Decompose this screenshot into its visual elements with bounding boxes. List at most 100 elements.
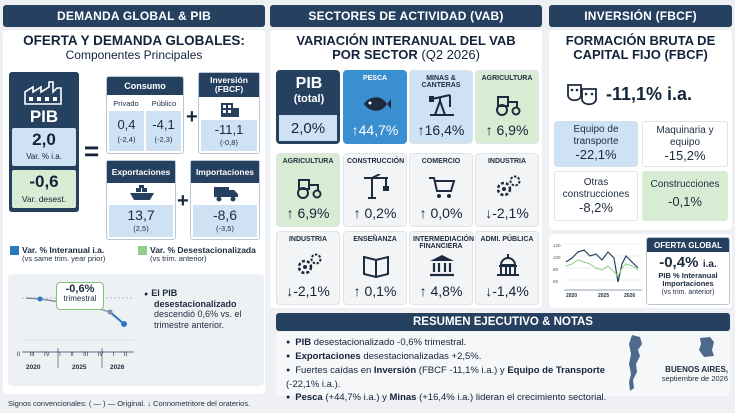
pib-ia-value: 2,0 xyxy=(32,130,56,149)
pib-ia-label: Var. % i.a. xyxy=(26,152,62,161)
gears-icon xyxy=(496,175,521,197)
resumen-bullet-3: Fuertes caídas en Inversión (FBCF -11,1%… xyxy=(286,364,626,391)
plus-sign-2: + xyxy=(177,190,189,212)
vab-title-line2-rest: (Q2 2026) xyxy=(417,47,480,63)
oferta-global-line1: PIB % Interanual xyxy=(658,271,718,280)
theater-masks-icon xyxy=(567,84,597,106)
resumen-date: septiembre de 2026 xyxy=(661,373,728,383)
truck-icon xyxy=(214,187,238,202)
gears-icon xyxy=(297,253,322,275)
factory-icon xyxy=(24,81,62,105)
fbcf-otras-construcciones: Otras construcciones -8,2% xyxy=(554,171,638,221)
tile-label: MINAS & CANTERAS xyxy=(421,75,461,90)
pib-note: ● El PIB desestacionalizado descendió 0,6… xyxy=(144,288,262,330)
tile-label: AGRICULTURA xyxy=(282,158,334,165)
consumo-publico-box: -4,1 (-2,3) xyxy=(146,111,181,151)
year-label: 2025 xyxy=(72,364,87,371)
fbcf-cell-value: -22,1% xyxy=(575,147,617,162)
bullet-text: desestacionalizadas +2,5%. xyxy=(360,351,482,362)
tile-pib-total: PIB (total) 2,0% xyxy=(276,70,340,144)
consumo-publico-label: Público xyxy=(151,99,177,108)
crane-icon xyxy=(364,174,389,199)
tile-value: ↑ 6,9% xyxy=(485,122,529,138)
consumo-privado-box: 0,4 (-2,4) xyxy=(109,111,144,151)
resumen-place: BUENOS AIRES, xyxy=(665,365,728,374)
importaciones-block: Importaciones -8,6 (-3,5) xyxy=(190,160,260,240)
tile-label: COMERCIO xyxy=(421,158,461,165)
oferta-global-title: OFERTA GLOBAL xyxy=(647,238,729,252)
header-inversion: INVERSIÓN (FBCF) xyxy=(549,5,732,27)
inversion-label: Inversión (FBCF) xyxy=(199,73,259,97)
tile-label: PESCA xyxy=(362,75,388,82)
tile-label: INTERMEDIACIÓN FINANCIERA xyxy=(413,236,475,251)
tile-intermediacion-financiera: INTERMEDIACIÓN FINANCIERA ↑ 4,8% xyxy=(409,231,475,305)
importaciones-label: Importaciones xyxy=(191,161,259,183)
bank-icon xyxy=(430,255,454,277)
tile-value: ↓-1,4% xyxy=(485,283,529,299)
pib-label: PIB xyxy=(29,107,59,126)
quarter-label: II xyxy=(70,352,74,358)
fbcf-cell-label: Maquinaria y equipo xyxy=(656,125,714,148)
legend-green-label: Var. % Desestacionalizada xyxy=(150,245,256,255)
exportaciones-label: Exportaciones xyxy=(107,161,175,183)
inversion-value: -11,1 xyxy=(214,122,244,137)
pib-note-line1: El PIB xyxy=(151,288,178,298)
bullet-bold: Pesca xyxy=(295,392,323,403)
tile-ensenanza: ENSEÑANZA ↑ 0,1% xyxy=(343,231,407,305)
consumo-label: Consumo xyxy=(107,77,183,95)
inversion-box: -11,1 (-0,8) xyxy=(201,120,257,151)
consumo-privado-desest: (-2,4) xyxy=(117,135,136,144)
resumen-bullets: PIB desestacionalizado -0,6% trimestral.… xyxy=(286,336,626,405)
bullet-bold: Minas xyxy=(389,392,417,403)
oferta-chart-years: 2020 2025 2026 xyxy=(562,293,642,301)
tile-construccion: CONSTRUCCIÓN ↑ 0,2% xyxy=(343,153,407,227)
year-label: 2026 xyxy=(110,364,125,371)
resumen-bullet-2: Exportaciones desestacionalizadas +2,5%. xyxy=(286,350,626,364)
tile-label: AGRICULTURA xyxy=(481,75,533,82)
resumen-title: RESUMEN EJECUTIVO & NOTAS xyxy=(276,313,730,331)
resumen-place-date: BUENOS AIRES, septiembre de 2026 xyxy=(650,365,728,383)
fbcf-cell-label: Construcciones xyxy=(650,179,720,190)
quarter-label: IV xyxy=(44,352,50,358)
year-label: 2020 xyxy=(566,293,578,299)
pib-total-value: 2,0% xyxy=(279,115,337,141)
tile-agricultura-1: AGRICULTURA ↑ 6,9% xyxy=(475,70,539,144)
tile-value: ↑ 0,2% xyxy=(353,205,397,221)
mini-chart-years: 2020 2025 2026 xyxy=(14,364,134,374)
callout-sub: trimestral xyxy=(63,294,97,304)
fbcf-cell-value: -0,1% xyxy=(668,193,702,209)
ship-icon xyxy=(130,185,154,200)
tile-value: ↑ 4,8% xyxy=(419,283,463,299)
bullet-text: (-22,1% i.a.). xyxy=(286,379,341,390)
oferta-line-chart xyxy=(564,243,642,291)
tile-label: CONSTRUCCIÓN xyxy=(347,158,405,165)
consumo-publico-value: -4,1 xyxy=(152,117,175,132)
pib-desest-value: -0,6 xyxy=(29,172,59,191)
header-sectores-actividad: SECTORES DE ACTIVIDAD (VAB) xyxy=(270,5,542,27)
vab-title-line2-bold: POR SECTOR xyxy=(332,47,418,63)
legend-interanual: Var. % Interanual i.a. (vs same trim. ye… xyxy=(10,245,138,264)
tractor-icon xyxy=(496,96,521,116)
fbcf-equipo-transporte: Equipo de transporte -22,1% xyxy=(554,121,638,167)
quarter-label: II xyxy=(16,352,21,358)
pib-note-line3: descendió 0,6% vs. el xyxy=(154,309,242,320)
capitol-icon xyxy=(497,254,519,276)
oil-pump-icon xyxy=(429,94,454,116)
fbcf-title: FORMACIÓN BRUTA DE CAPITAL FIJO (FBCF) xyxy=(551,33,730,62)
bullet-bold: Exportaciones xyxy=(295,351,361,362)
building-icon xyxy=(221,103,239,117)
tile-agricultura-2: AGRICULTURA ↑ 6,9% xyxy=(276,153,340,227)
tick-label: 80 xyxy=(553,267,559,272)
mini-chart-panel xyxy=(8,274,264,386)
year-label: 2025 xyxy=(598,293,610,299)
fbcf-cell-label: Otras construcciones xyxy=(562,177,630,200)
quarter-label: III xyxy=(83,352,89,358)
tile-label: INDUSTRIA xyxy=(487,158,527,165)
inversion-block: Inversión (FBCF) -11,1 (-0,8) xyxy=(198,72,260,154)
plus-sign-1: + xyxy=(186,106,198,128)
legend-blue-swatch xyxy=(10,246,19,256)
mini-chart-callout: -0,6% trimestral xyxy=(56,282,104,310)
oferta-chart-ticks: 120 100 80 60 xyxy=(553,240,565,288)
bullet-bold: Equipo de Transporte xyxy=(507,365,605,376)
cart-icon xyxy=(429,177,456,198)
